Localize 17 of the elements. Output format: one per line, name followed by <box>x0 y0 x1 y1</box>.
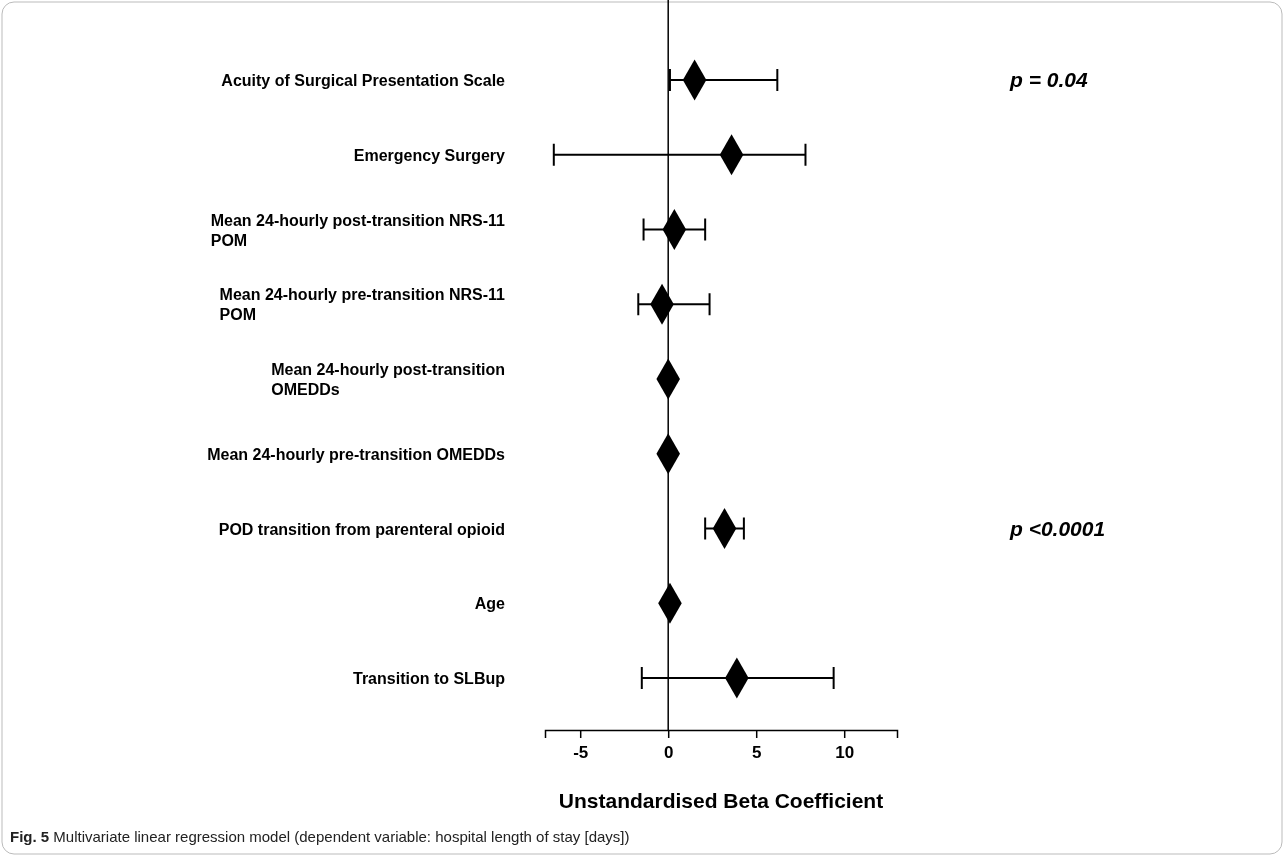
x-tick-label: 0 <box>663 743 674 763</box>
y-tick-label: Mean 24-hourly pre-transition NRS-11 POM <box>219 286 506 324</box>
y-tick-label: POD transition from parenteral opioid <box>218 520 505 538</box>
x-tick-label: 5 <box>751 743 762 763</box>
x-tick-label: 10 <box>835 743 855 763</box>
y-tick-label: Mean 24-hourly post-transition NRS-11 POM <box>210 211 506 249</box>
y-tick-label: Emergency Surgery <box>353 146 506 164</box>
y-tick-label: Acuity of Surgical Presentation Scale <box>221 72 506 89</box>
x-tick-label: -5 <box>573 743 589 763</box>
y-tick-label: Mean 24-hourly pre-transition OMEDDs <box>207 445 506 463</box>
text: p <0.0001 <box>1009 516 1106 540</box>
y-tick-label: Age <box>474 595 506 613</box>
text: p = 0.04 <box>1009 68 1088 91</box>
y-tick-label: Mean 24-hourly post-transition OMEDDs <box>271 361 505 398</box>
y-tick-label: Transition to SLBup <box>353 670 506 687</box>
caption: Fig. 5 Multivariate linear regression model (dependent variable: hospital length of stay [days]) <box>10 828 630 845</box>
x-axis-title: Unstandardised Beta Coefficient <box>558 789 884 812</box>
